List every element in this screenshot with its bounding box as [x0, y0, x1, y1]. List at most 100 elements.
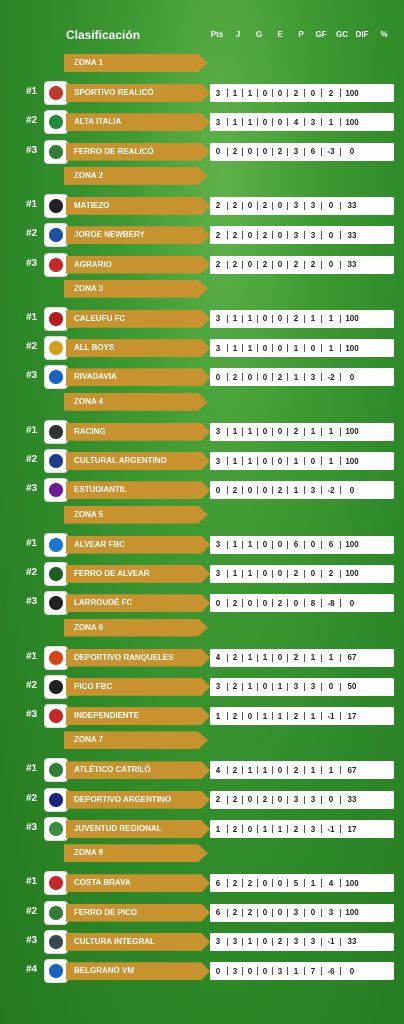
- team-name-bar[interactable]: RACING: [66, 422, 210, 441]
- stat-separator: [242, 682, 243, 691]
- stat-separator: [340, 486, 341, 495]
- table-row[interactable]: #4 BELGRANO VM 0 3 0 0 3 1 7 -6 0: [0, 956, 404, 984]
- stat-separator: [242, 201, 243, 210]
- stat-pts: 2: [215, 230, 221, 240]
- stat-dif: 0: [328, 682, 334, 692]
- team-name-bar[interactable]: ALVEAR FBC: [66, 535, 210, 554]
- stat-pct: 100: [345, 343, 359, 353]
- table-row[interactable]: #3 JUVENTUD REGIONAL 1 2 0 1 1 2 3 -1 17: [0, 814, 404, 842]
- team-name-bar[interactable]: CALEUFU FC: [66, 309, 210, 328]
- team-name-bar[interactable]: JORGE NEWBERY: [66, 226, 210, 245]
- stat-e: 2: [262, 795, 268, 805]
- table-row[interactable]: #2 ALL BOYS 3 1 1 0 0 1 0 1 100: [0, 333, 404, 361]
- table-row[interactable]: #1 SPORTIVO REALICÓ 3 1 1 0 0 2 0 2 100: [0, 78, 404, 106]
- table-row[interactable]: #1 ATLÉTICO CATRILÓ 4 2 1 1 0 2 1 1 67: [0, 755, 404, 783]
- table-row[interactable]: #3 ESTUDIANTIL 0 2 0 0 2 1 3 -2 0: [0, 475, 404, 503]
- rank-label: #2: [26, 679, 38, 691]
- team-name: SPORTIVO REALICÓ: [74, 88, 154, 97]
- table-row[interactable]: #2 ALTA ITALIA 3 1 1 0 0 4 3 1 100: [0, 107, 404, 135]
- stat-separator: [340, 540, 341, 549]
- stat-j: 1: [232, 343, 238, 353]
- team-name-bar[interactable]: MATIEZO: [66, 196, 210, 215]
- stat-separator: [287, 201, 288, 210]
- table-row[interactable]: #1 CALEUFU FC 3 1 1 0 0 2 1 1 100: [0, 304, 404, 332]
- stat-separator: [272, 89, 273, 97]
- stat-pct: 100: [345, 569, 359, 579]
- team-name-bar[interactable]: PICO FBC: [66, 677, 210, 696]
- stat-separator: [321, 457, 322, 465]
- table-row[interactable]: #1 COSTA BRAVA 6 2 2 0 0 5 1 4 100: [0, 868, 404, 896]
- stat-gc: 3: [310, 372, 316, 382]
- stat-pct: 0: [349, 966, 355, 976]
- stat-separator: [321, 231, 322, 240]
- stat-gc: 8: [310, 598, 316, 608]
- team-name-bar[interactable]: DEPORTIVO ARGENTINO: [66, 790, 210, 809]
- team-name-bar[interactable]: FERRO DE PICO: [66, 903, 210, 922]
- stat-separator: [287, 540, 288, 549]
- column-header: %: [380, 30, 388, 39]
- table-row[interactable]: #2 PICO FBC 3 2 1 0 1 3 3 0 50: [0, 672, 404, 700]
- column-header: DIF: [355, 30, 369, 39]
- team-name-bar[interactable]: ALTA ITALIA: [66, 113, 210, 132]
- table-row[interactable]: #2 CULTURAL ARGENTINO 3 1 1 0 0 1 0 1 100: [0, 446, 404, 474]
- stat-separator: [287, 147, 288, 156]
- stat-separator: [321, 569, 322, 578]
- stat-separator: [340, 569, 341, 578]
- stat-separator: [242, 879, 243, 888]
- stat-dif: -1: [327, 824, 335, 834]
- stat-separator: [272, 908, 273, 917]
- table-row[interactable]: #2 JORGE NEWBERY 2 2 0 2 0 3 3 0 33: [0, 220, 404, 248]
- stat-separator: [304, 879, 305, 888]
- stat-pct: 50: [347, 682, 357, 692]
- table-row[interactable]: #3 CULTURA INTEGRAL 3 3 1 0 2 3 3 -1 33: [0, 927, 404, 955]
- stat-e: 1: [262, 711, 268, 721]
- table-row[interactable]: #3 AGRARIO 2 2 0 2 0 2 2 0 33: [0, 250, 404, 278]
- team-name-bar[interactable]: COSTA BRAVA: [66, 874, 210, 893]
- team-name-bar[interactable]: FERRO DE REALICÓ: [66, 142, 210, 161]
- team-name-bar[interactable]: INDEPENDIENTE: [66, 707, 210, 726]
- table-row[interactable]: #2 DEPORTIVO ARGENTINO 2 2 0 2 0 3 3 0 33: [0, 785, 404, 813]
- table-row[interactable]: #3 FERRO DE REALICÓ 0 2 0 0 2 3 6 -3 0: [0, 137, 404, 165]
- team-name-bar[interactable]: AGRARIO: [66, 255, 210, 274]
- team-stats: 0 2 0 0 2 1 3 -2 0: [210, 368, 394, 387]
- team-name-bar[interactable]: DEPORTIVO RANQUELES: [66, 648, 210, 667]
- team-name-bar[interactable]: ALL BOYS: [66, 339, 210, 358]
- team-name-bar[interactable]: ESTUDIANTIL: [66, 481, 210, 500]
- table-row[interactable]: #2 FERRO DE PICO 6 2 2 0 0 3 0 3 100: [0, 898, 404, 926]
- table-row[interactable]: #1 DEPORTIVO RANQUELES 4 2 1 1 0 2 1 1 67: [0, 643, 404, 671]
- stat-dif: -2: [327, 485, 335, 495]
- table-row[interactable]: #2 FERRO DE ALVEAR 3 1 1 0 0 2 0 2 100: [0, 559, 404, 587]
- stat-pts: 4: [215, 765, 221, 775]
- table-row[interactable]: #3 RIVADAVIA 0 2 0 0 2 1 3 -2 0: [0, 362, 404, 390]
- team-name-bar[interactable]: ATLÉTICO CATRILÓ: [66, 761, 210, 780]
- team-name: DEPORTIVO ARGENTINO: [74, 794, 172, 804]
- stat-separator: [321, 937, 322, 946]
- stat-separator: [242, 118, 243, 127]
- team-name-bar[interactable]: JUVENTUD REGIONAL: [66, 820, 210, 838]
- stat-separator: [272, 937, 273, 946]
- table-row[interactable]: #1 RACING 3 1 1 0 0 2 1 1 100: [0, 417, 404, 445]
- stat-pts: 3: [215, 343, 221, 353]
- team-name-bar[interactable]: SPORTIVO REALICÓ: [66, 84, 210, 102]
- team-stats: 0 2 0 0 2 1 3 -2 0: [210, 481, 394, 500]
- team-name-bar[interactable]: FERRO DE ALVEAR: [66, 564, 210, 583]
- team-name-bar[interactable]: CULTURA INTEGRAL: [66, 932, 210, 951]
- stat-separator: [227, 653, 228, 662]
- team-crest-icon: [44, 419, 68, 444]
- stat-j: 2: [232, 711, 238, 721]
- stat-p: 0: [277, 343, 283, 353]
- team-name-bar[interactable]: RIVADAVIA: [66, 368, 210, 387]
- rank-label: #1: [26, 763, 38, 775]
- team-name-bar[interactable]: CULTURAL ARGENTINO: [66, 452, 210, 470]
- stat-separator: [304, 908, 305, 917]
- table-row[interactable]: #3 INDEPENDIENTE 1 2 0 1 1 2 1 -1 17: [0, 701, 404, 729]
- stat-separator: [340, 825, 341, 833]
- stat-p: 0: [277, 765, 283, 775]
- stat-separator: [272, 201, 273, 210]
- team-name-bar[interactable]: LARROUDÉ FC: [66, 594, 210, 613]
- table-row[interactable]: #1 ALVEAR FBC 3 1 1 0 0 6 0 6 100: [0, 530, 404, 558]
- team-name-bar[interactable]: BELGRANO VM: [66, 962, 210, 981]
- stat-j: 3: [232, 966, 238, 976]
- table-row[interactable]: #3 LARROUDÉ FC 0 2 0 0 2 0 8 -8 0: [0, 588, 404, 616]
- table-row[interactable]: #1 MATIEZO 2 2 0 2 0 3 3 0 33: [0, 191, 404, 219]
